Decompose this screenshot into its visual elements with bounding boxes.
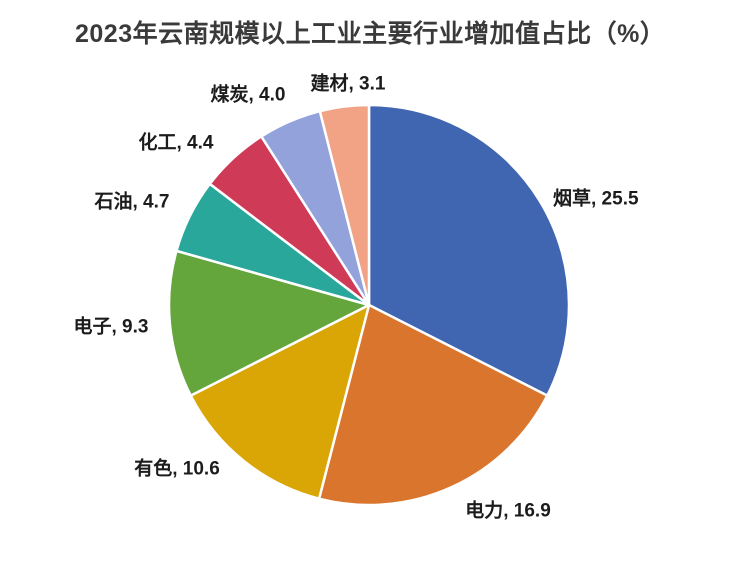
pie-label-化工: 化工, 4.4 <box>139 131 214 154</box>
pie-label-有色: 有色, 10.6 <box>134 457 220 480</box>
pie-label-电力: 电力, 16.9 <box>465 499 551 522</box>
pie-label-电子: 电子, 9.3 <box>74 315 149 338</box>
pie-slice-电力 <box>317 303 549 507</box>
pie-label-煤炭: 煤炭, 4.0 <box>211 84 286 106</box>
pie-slice-电子 <box>167 249 371 397</box>
pie-label-建材: 建材, 3.1 <box>311 72 386 95</box>
pie-slice-烟草 <box>367 103 571 397</box>
pie-slice-有色 <box>189 303 371 500</box>
pie-label-石油: 石油, 4.7 <box>94 191 170 213</box>
pie-label-烟草: 烟草, 25.5 <box>553 187 639 210</box>
pie-slice-建材 <box>318 103 371 307</box>
chart-title: 2023年云南规模以上工业主要行业增加值占比（%） <box>75 20 666 48</box>
